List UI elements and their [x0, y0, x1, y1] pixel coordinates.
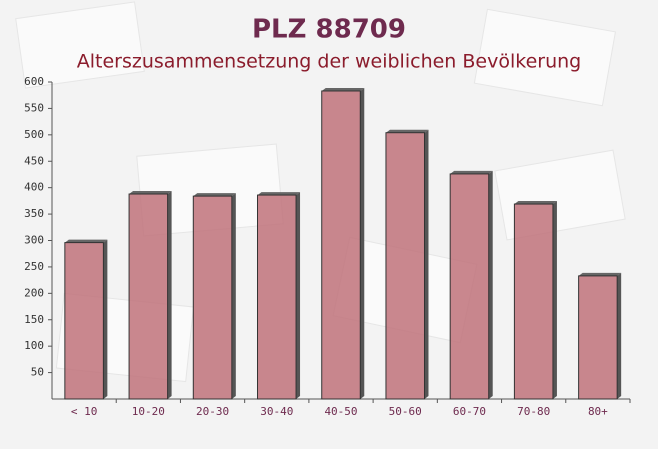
bar-top — [129, 191, 172, 195]
bar-top — [578, 272, 622, 276]
x-tick-label: 10-20 — [132, 405, 165, 418]
chart-subtitle: Alterszusammensetzung der weiblichen Bev… — [77, 51, 581, 73]
bar — [192, 195, 233, 400]
pattern-shape — [15, 1, 145, 89]
bar-top — [450, 170, 493, 174]
bar-shadow — [231, 193, 236, 399]
bar-shadow — [552, 201, 557, 399]
bar-shadow — [488, 170, 493, 399]
pattern-shape — [473, 8, 617, 107]
bar-shadow — [617, 272, 622, 399]
y-tick-label: 450 — [24, 154, 44, 167]
x-tick-label: 40-50 — [324, 405, 357, 418]
bar-top — [64, 239, 108, 243]
y-tick-label: 300 — [24, 234, 44, 247]
y-tick-label: 600 — [24, 75, 44, 88]
bar — [257, 194, 297, 400]
y-tick-label: 50 — [31, 366, 44, 379]
y-tick-label: 250 — [24, 260, 44, 273]
bar — [513, 203, 554, 400]
bar — [578, 275, 618, 400]
bar — [321, 90, 361, 400]
y-tick-label: 550 — [24, 101, 44, 114]
y-tick-label: 200 — [24, 286, 44, 299]
y-tick-label: 100 — [24, 339, 44, 352]
bar-top — [193, 193, 236, 197]
x-tick-label: 20-30 — [196, 405, 229, 418]
background-pattern — [15, 1, 626, 383]
x-tick-label: 60-70 — [453, 405, 486, 418]
y-tick-label: 150 — [24, 313, 44, 326]
bar-top — [385, 129, 429, 133]
bar — [128, 193, 169, 400]
bar — [64, 242, 104, 400]
y-tick-label: 400 — [24, 181, 44, 194]
x-tick-label: < 10 — [71, 405, 98, 418]
chart-title: PLZ 88709 — [252, 15, 406, 45]
x-tick-label: 50-60 — [389, 405, 422, 418]
bar — [449, 173, 490, 400]
bar-shadow — [360, 87, 365, 400]
bar-shadow — [103, 239, 108, 399]
x-tick-label: 70-80 — [517, 405, 550, 418]
x-tick-label: 80+ — [588, 405, 608, 418]
bar — [385, 132, 425, 400]
bar-top — [257, 192, 301, 196]
bar-shadow — [296, 192, 301, 399]
bar-shadow — [167, 191, 172, 399]
y-tick-label: 500 — [24, 128, 44, 141]
bar-shadow — [424, 129, 429, 399]
x-tick-label: 30-40 — [260, 405, 293, 418]
bar-top — [514, 201, 557, 205]
y-tick-label: 350 — [24, 207, 44, 220]
bar-top — [321, 87, 365, 91]
